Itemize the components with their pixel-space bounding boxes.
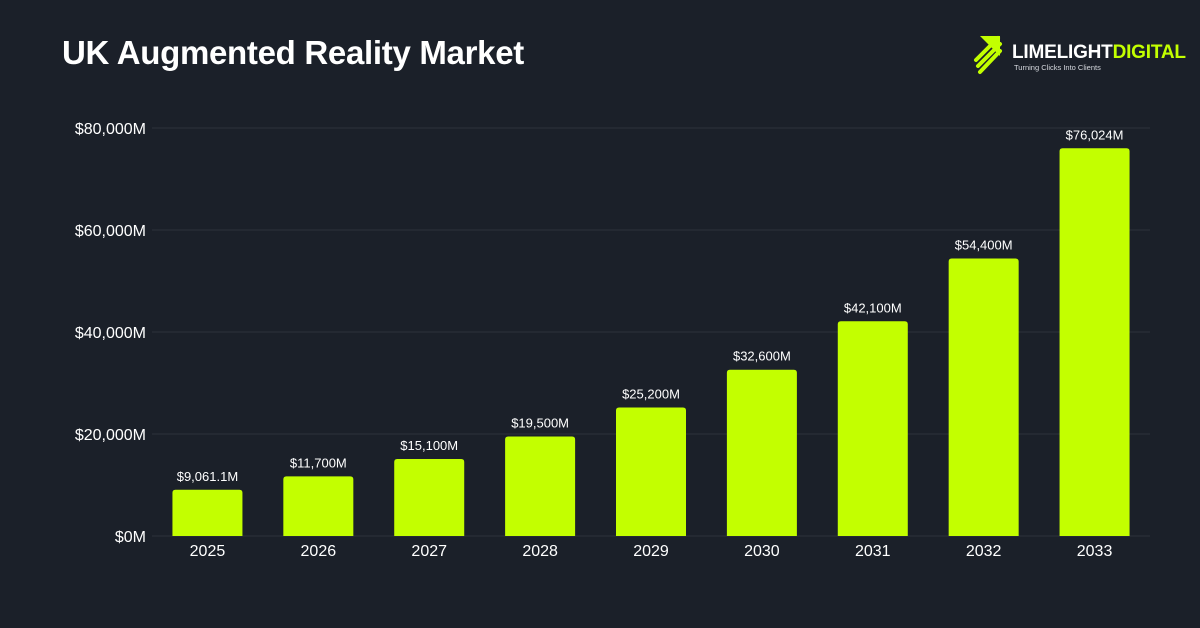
rocket-arrow-icon (974, 36, 1002, 74)
x-tick-label: 2033 (1077, 543, 1113, 560)
logo-word-limelight: LIMELIGHT (1012, 42, 1113, 63)
logo-word-digital: DIGITAL (1112, 42, 1186, 63)
data-label: $32,600M (733, 349, 791, 364)
y-tick-label: $40,000M (75, 325, 146, 342)
logo-tagline: Turning Clicks Into Clients (1014, 63, 1101, 72)
bar (948, 258, 1019, 536)
bar (505, 436, 576, 536)
data-label: $9,061.1M (177, 469, 238, 484)
y-tick-label: $0M (115, 529, 146, 546)
bar (394, 458, 465, 536)
bar (283, 476, 354, 536)
bar (616, 407, 686, 536)
y-tick-label: $20,000M (75, 427, 146, 444)
y-tick-label: $60,000M (75, 223, 146, 240)
bar (172, 489, 243, 536)
x-tick-label: 2031 (855, 543, 891, 560)
brand-logo: LIMELIGHTDIGITAL Turning Clicks Into Cli… (970, 34, 1186, 80)
x-tick-label: 2027 (411, 543, 447, 560)
x-tick-label: 2032 (966, 543, 1002, 560)
x-tick-label: 2029 (633, 543, 669, 560)
data-label: $25,200M (622, 386, 680, 401)
chart-title: UK Augmented Reality Market (62, 34, 524, 71)
data-label: $54,400M (955, 238, 1013, 253)
data-label: $11,700M (290, 455, 347, 470)
data-label: $76,024M (1066, 127, 1124, 142)
x-tick-label: 2028 (522, 543, 558, 560)
data-label: $42,100M (844, 300, 902, 315)
bar (1059, 148, 1130, 537)
data-label: $15,100M (400, 438, 458, 453)
x-tick-label: 2026 (301, 543, 337, 560)
x-tick-label: 2025 (190, 543, 226, 560)
bar (726, 369, 797, 536)
bar (837, 321, 908, 536)
logo-wordmark: LIMELIGHTDIGITAL (1012, 42, 1186, 64)
x-tick-label: 2030 (744, 543, 780, 560)
y-tick-label: $80,000M (75, 121, 146, 138)
data-label: $19,500M (511, 416, 569, 431)
